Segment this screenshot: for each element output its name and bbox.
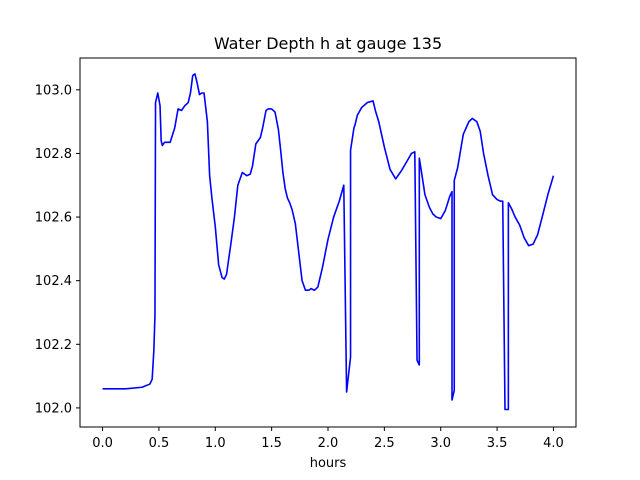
y-tick-label: 102.8	[35, 147, 72, 162]
x-tick-label: 1.0	[205, 436, 226, 451]
x-axis-label: hours	[310, 456, 347, 471]
x-tick-label: 2.5	[374, 436, 395, 451]
y-tick-label: 102.4	[35, 274, 72, 289]
y-tick-label: 102.6	[35, 211, 72, 226]
x-tick-label: 3.0	[430, 436, 451, 451]
plot-frame	[79, 57, 577, 428]
y-axis: 102.0 102.2 102.4 102.6 102.8 103.0	[35, 83, 80, 416]
y-tick-label: 102.2	[35, 338, 72, 353]
y-tick-label: 103.0	[35, 83, 72, 98]
series-line-0	[102, 73, 555, 411]
x-tick-label: 3.5	[487, 436, 508, 451]
plot-area	[102, 73, 555, 411]
x-axis: 0.0 0.5 1.0 1.5 2.0 2.5 3.0 3.5 4.0	[92, 427, 564, 451]
x-tick-label: 4.0	[543, 436, 564, 451]
y-tick-label: 102.0	[35, 401, 72, 416]
x-tick-label: 1.5	[261, 436, 282, 451]
x-tick-label: 2.0	[318, 436, 339, 451]
chart-title: Water Depth h at gauge 135	[214, 34, 442, 53]
x-tick-label: 0.0	[92, 436, 113, 451]
x-tick-label: 0.5	[149, 436, 170, 451]
